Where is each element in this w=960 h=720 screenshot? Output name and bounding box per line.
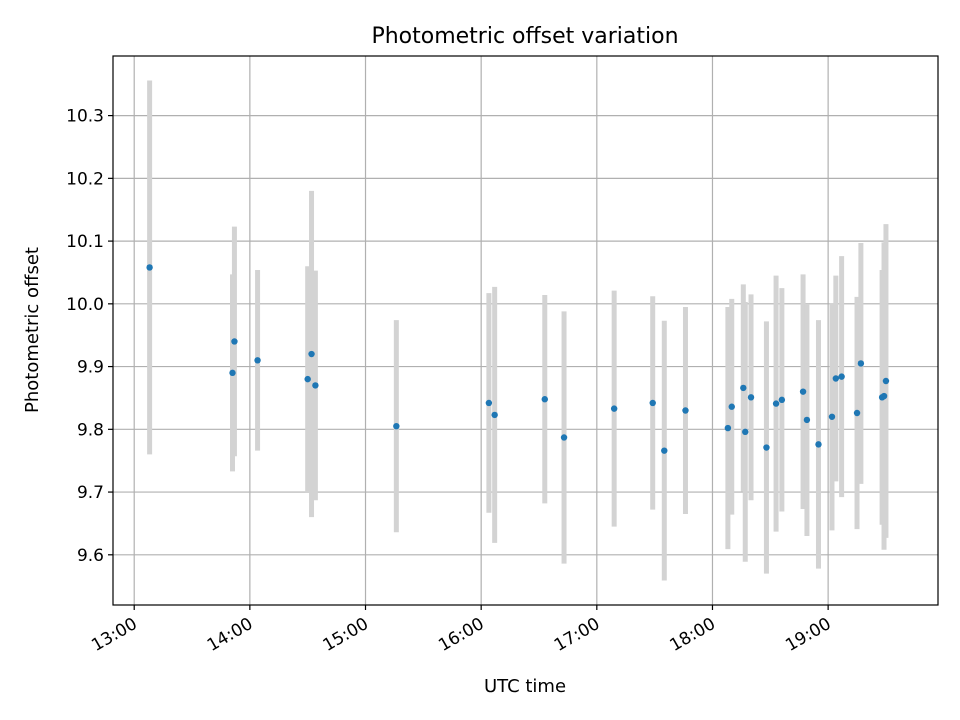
data-points <box>146 264 890 454</box>
data-point <box>857 360 865 367</box>
data-point <box>229 369 236 377</box>
data-point <box>491 411 498 419</box>
data-point <box>778 396 786 404</box>
y-tick-label: 10.3 <box>66 107 104 127</box>
data-point <box>740 384 747 392</box>
data-point <box>747 394 755 401</box>
x-axis-label: UTC time <box>484 676 566 697</box>
grid-lines <box>113 56 938 605</box>
y-tick-label: 10.1 <box>66 232 104 252</box>
y-tick-label: 9.8 <box>77 420 104 440</box>
data-point <box>146 264 153 271</box>
data-point <box>560 434 568 441</box>
y-axis-label: Photometric offset <box>22 247 43 413</box>
data-point <box>393 422 400 430</box>
data-point <box>838 373 845 380</box>
y-tick-label: 9.6 <box>77 546 104 566</box>
data-point <box>661 447 668 454</box>
y-tick-label: 10.0 <box>66 295 104 315</box>
data-point <box>853 409 861 417</box>
data-point <box>882 377 890 385</box>
data-point <box>803 416 811 424</box>
data-point <box>682 407 689 414</box>
y-tick-label: 9.9 <box>77 358 104 378</box>
chart-title: Photometric offset variation <box>371 24 678 49</box>
y-axis-ticks: 9.6 9.7 9.8 9.9 10.0 10.1 10.2 10.3 <box>66 107 113 566</box>
data-point <box>304 375 311 383</box>
data-point <box>610 405 618 412</box>
data-point <box>485 399 493 407</box>
data-point <box>541 396 548 403</box>
data-point <box>312 382 319 389</box>
data-point <box>308 350 315 358</box>
data-point <box>742 428 749 436</box>
data-point <box>828 413 836 420</box>
data-point <box>763 444 770 451</box>
data-point <box>728 403 735 410</box>
data-point <box>649 399 656 407</box>
data-point <box>880 392 888 400</box>
plot-frame <box>112 55 939 606</box>
data-point <box>724 424 732 432</box>
y-tick-label: 9.7 <box>77 483 104 503</box>
data-point <box>231 338 238 345</box>
data-point <box>772 400 780 407</box>
data-point <box>815 441 822 448</box>
data-point <box>254 357 261 364</box>
data-point <box>799 388 807 395</box>
data-point <box>832 375 840 382</box>
y-tick-label: 10.2 <box>66 169 104 189</box>
